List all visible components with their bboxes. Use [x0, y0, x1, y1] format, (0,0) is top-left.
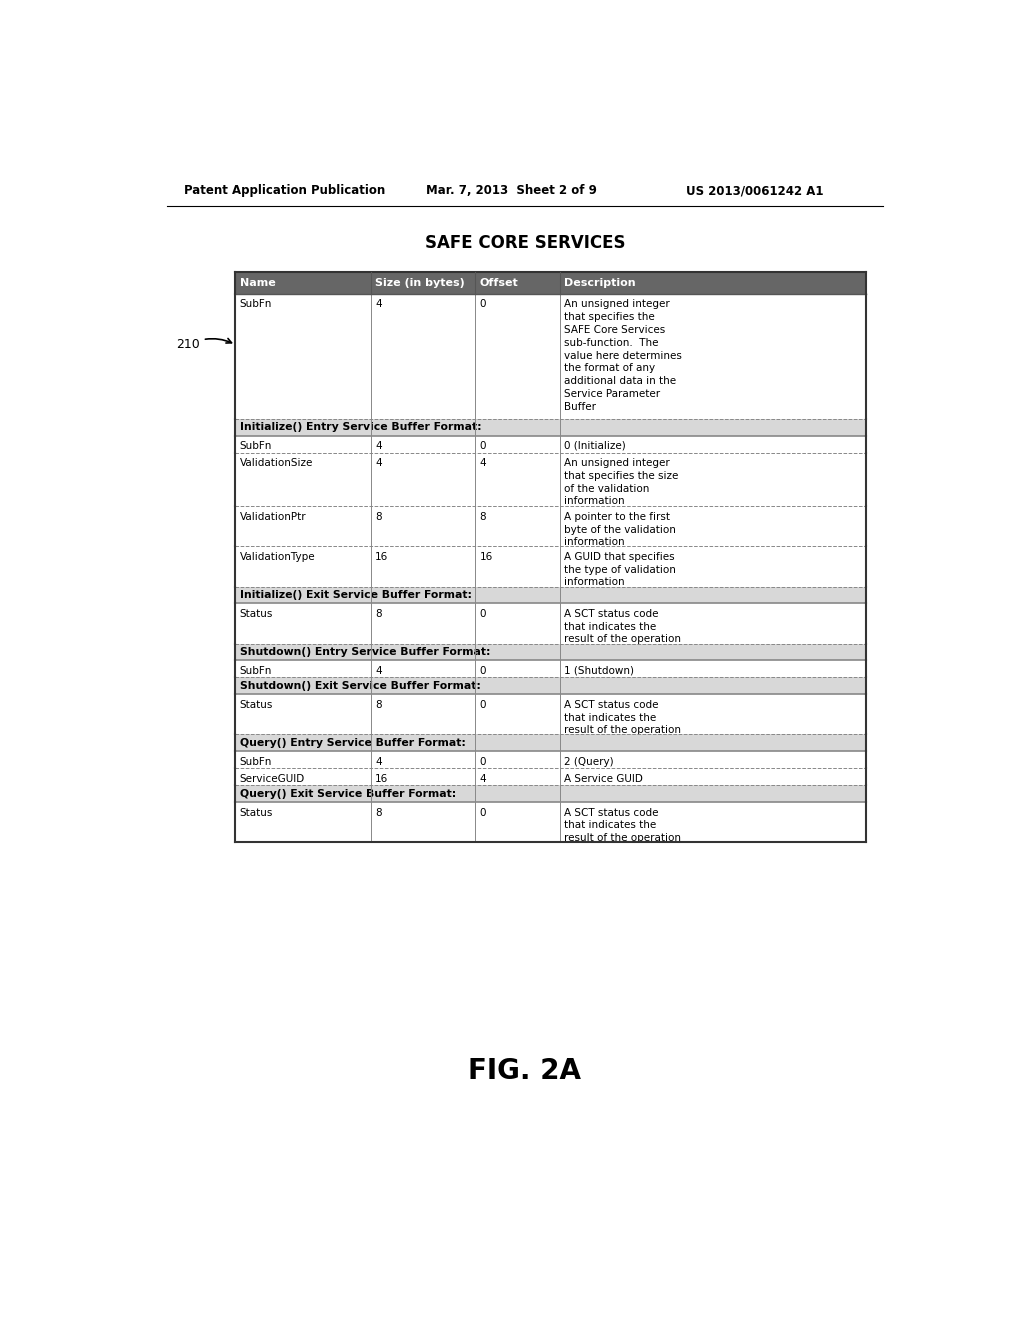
- Bar: [234, 734, 866, 751]
- Text: FIG. 2A: FIG. 2A: [468, 1057, 582, 1085]
- Text: 4: 4: [375, 665, 382, 676]
- Text: 4: 4: [479, 458, 486, 467]
- Bar: [234, 694, 866, 734]
- Text: 1 (Shutdown): 1 (Shutdown): [564, 665, 635, 676]
- Text: 0: 0: [479, 700, 485, 710]
- Bar: [234, 546, 866, 586]
- Text: Status: Status: [240, 808, 273, 817]
- Text: 4: 4: [479, 774, 486, 784]
- Text: Query() Entry Service Buffer Format:: Query() Entry Service Buffer Format:: [240, 738, 466, 748]
- Text: US 2013/0061242 A1: US 2013/0061242 A1: [686, 185, 823, 197]
- Text: 16: 16: [375, 774, 388, 784]
- Bar: [234, 751, 866, 768]
- Text: SubFn: SubFn: [240, 665, 272, 676]
- Text: Query() Exit Service Buffer Format:: Query() Exit Service Buffer Format:: [240, 788, 456, 799]
- Text: Mar. 7, 2013  Sheet 2 of 9: Mar. 7, 2013 Sheet 2 of 9: [426, 185, 597, 197]
- Text: 8: 8: [479, 512, 486, 521]
- Text: 4: 4: [375, 441, 382, 451]
- Bar: [234, 507, 866, 546]
- Bar: [234, 586, 866, 603]
- Text: ValidationSize: ValidationSize: [240, 458, 313, 467]
- Text: 4: 4: [375, 300, 382, 309]
- Bar: [234, 294, 866, 418]
- Text: SubFn: SubFn: [240, 300, 272, 309]
- Text: An unsigned integer
that specifies the
SAFE Core Services
sub-function.  The
val: An unsigned integer that specifies the S…: [564, 300, 682, 412]
- Text: An unsigned integer
that specifies the size
of the validation
information: An unsigned integer that specifies the s…: [564, 458, 679, 507]
- Text: Patent Application Publication: Patent Application Publication: [183, 185, 385, 197]
- Bar: [234, 603, 866, 644]
- Text: 8: 8: [375, 700, 382, 710]
- Bar: [234, 418, 866, 436]
- Text: 0: 0: [479, 300, 485, 309]
- Text: SAFE CORE SERVICES: SAFE CORE SERVICES: [425, 234, 625, 252]
- Text: 8: 8: [375, 512, 382, 521]
- Text: 0: 0: [479, 808, 485, 817]
- Text: ValidationPtr: ValidationPtr: [240, 512, 306, 521]
- Text: Initialize() Entry Service Buffer Format:: Initialize() Entry Service Buffer Format…: [240, 422, 481, 432]
- Text: Shutdown() Exit Service Buffer Format:: Shutdown() Exit Service Buffer Format:: [240, 681, 480, 690]
- Text: A Service GUID: A Service GUID: [564, 774, 643, 784]
- Text: Status: Status: [240, 609, 273, 619]
- Text: 0: 0: [479, 756, 485, 767]
- Text: A SCT status code
that indicates the
result of the operation: A SCT status code that indicates the res…: [564, 609, 682, 644]
- Text: 2 (Query): 2 (Query): [564, 756, 614, 767]
- Text: 4: 4: [375, 756, 382, 767]
- Text: 16: 16: [479, 552, 493, 562]
- Text: ValidationType: ValidationType: [240, 552, 315, 562]
- Text: Status: Status: [240, 700, 273, 710]
- Text: 0 (Initialize): 0 (Initialize): [564, 441, 627, 451]
- Text: A pointer to the first
byte of the validation
information: A pointer to the first byte of the valid…: [564, 512, 677, 548]
- Text: 8: 8: [375, 808, 382, 817]
- Bar: [234, 785, 866, 803]
- Text: Shutdown() Entry Service Buffer Format:: Shutdown() Entry Service Buffer Format:: [240, 647, 490, 657]
- Text: A GUID that specifies
the type of validation
information: A GUID that specifies the type of valida…: [564, 552, 677, 587]
- Bar: [234, 453, 866, 507]
- Bar: [234, 660, 866, 677]
- Text: A SCT status code
that indicates the
result of the operation: A SCT status code that indicates the res…: [564, 808, 682, 843]
- Text: 0: 0: [479, 441, 485, 451]
- Bar: [234, 272, 866, 294]
- Bar: [234, 768, 866, 785]
- Text: 0: 0: [479, 665, 485, 676]
- Text: Initialize() Exit Service Buffer Format:: Initialize() Exit Service Buffer Format:: [240, 590, 472, 601]
- Text: 4: 4: [375, 458, 382, 467]
- Text: A SCT status code
that indicates the
result of the operation: A SCT status code that indicates the res…: [564, 700, 682, 735]
- Text: ServiceGUID: ServiceGUID: [240, 774, 305, 784]
- Bar: [234, 436, 866, 453]
- Text: SubFn: SubFn: [240, 441, 272, 451]
- Text: 16: 16: [375, 552, 388, 562]
- Bar: [234, 677, 866, 694]
- Text: Name: Name: [240, 279, 275, 288]
- Bar: [234, 644, 866, 660]
- Text: 0: 0: [479, 609, 485, 619]
- Text: SubFn: SubFn: [240, 756, 272, 767]
- Text: Size (in bytes): Size (in bytes): [375, 279, 465, 288]
- Text: Description: Description: [564, 279, 636, 288]
- Text: Offset: Offset: [479, 279, 518, 288]
- Text: 210: 210: [176, 338, 231, 351]
- Text: 8: 8: [375, 609, 382, 619]
- Bar: [234, 803, 866, 842]
